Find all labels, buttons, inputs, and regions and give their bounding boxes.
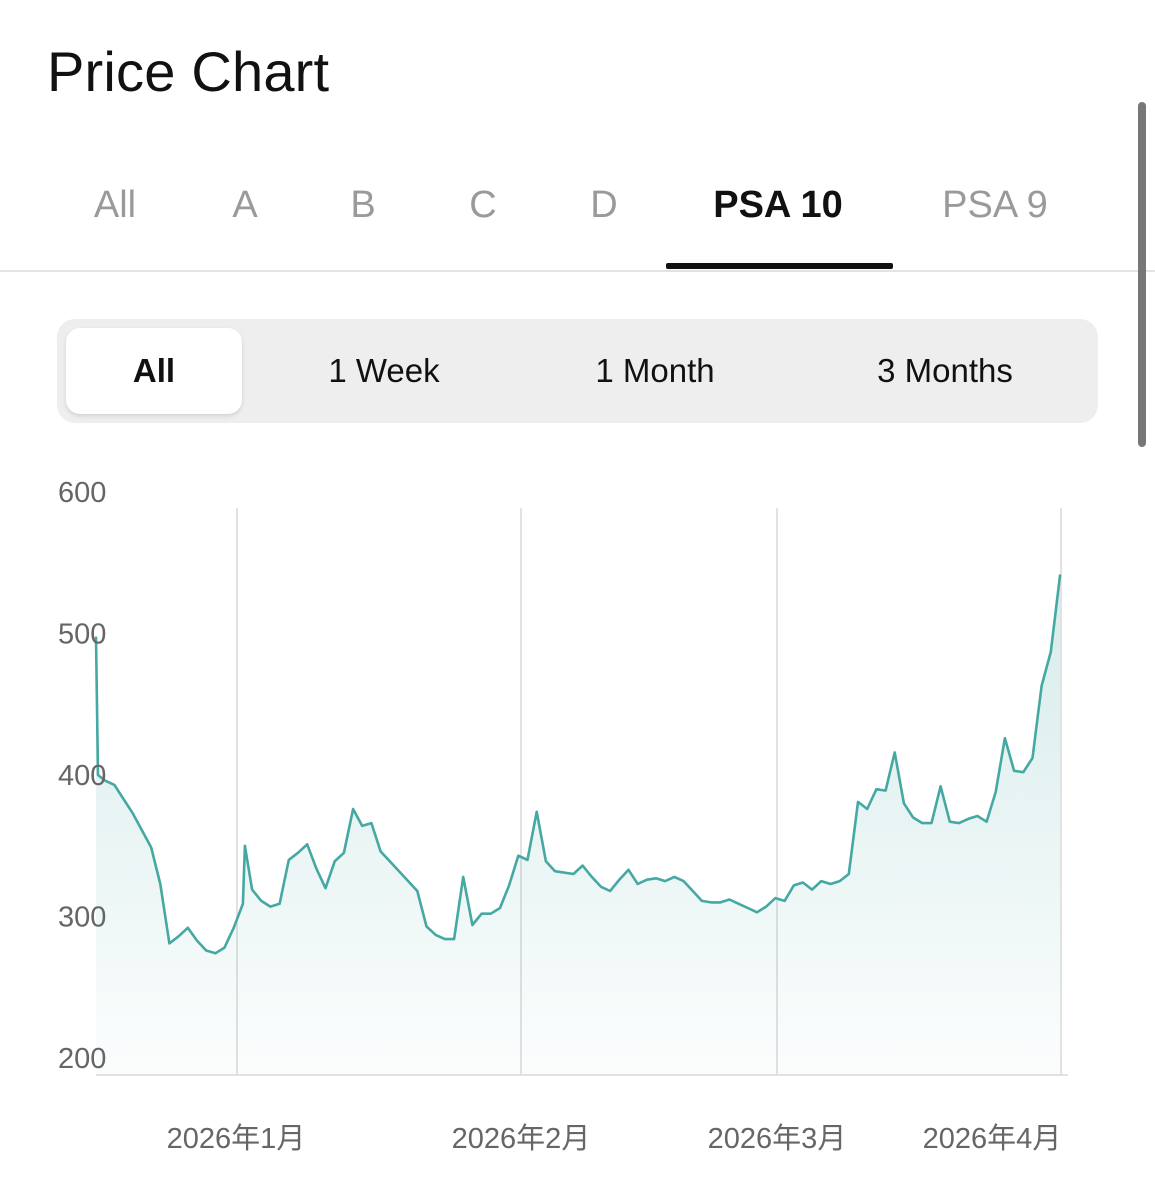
range-all-button[interactable]: All xyxy=(66,328,242,414)
tab-psa-10[interactable]: PSA 10 xyxy=(713,184,843,226)
tabs-divider xyxy=(0,270,1155,272)
y-tick-label: 600 xyxy=(58,477,106,509)
price-chart-svg: 200 300 400 500 600 2026年1月 2026年2月 2026年3月 202… xyxy=(58,477,1068,1155)
range-1-week-button[interactable]: 1 Week xyxy=(328,352,440,389)
range-1-month-button[interactable]: 1 Month xyxy=(595,352,715,389)
tab-all[interactable]: All xyxy=(93,184,137,226)
price-line xyxy=(94,574,1062,955)
time-range-selector: All 1 Week 1 Month 3 Months xyxy=(57,319,1098,423)
x-tick-label: 2026年1月 xyxy=(167,1122,306,1155)
x-tick-label: 2026年3月 xyxy=(708,1122,847,1155)
x-tick-label: 2026年4月 xyxy=(923,1122,1062,1155)
tab-psa-9[interactable]: PSA 9 xyxy=(942,184,1048,226)
tab-b[interactable]: B xyxy=(350,184,376,226)
x-tick-label: 2026年2月 xyxy=(452,1122,591,1155)
price-area xyxy=(96,575,1060,1075)
active-tab-indicator xyxy=(666,263,893,269)
range-3-months-button[interactable]: 3 Months xyxy=(877,352,1013,389)
y-tick-label: 400 xyxy=(58,760,106,792)
y-tick-label: 300 xyxy=(58,902,106,934)
tab-c[interactable]: C xyxy=(469,184,497,226)
price-chart: 200 300 400 500 600 2026年1月 2026年2月 2026年3月 202… xyxy=(0,450,1155,1190)
scrollbar[interactable] xyxy=(1138,102,1146,447)
tab-d[interactable]: D xyxy=(590,184,618,226)
grade-tabs: All A B C D PSA 10 PSA 9 P xyxy=(0,170,1155,270)
page-title: Price Chart xyxy=(47,40,330,103)
tab-partial[interactable]: P xyxy=(1152,184,1155,227)
y-tick-label: 200 xyxy=(58,1043,106,1075)
tab-a[interactable]: A xyxy=(232,184,258,226)
y-tick-label: 500 xyxy=(58,619,106,651)
